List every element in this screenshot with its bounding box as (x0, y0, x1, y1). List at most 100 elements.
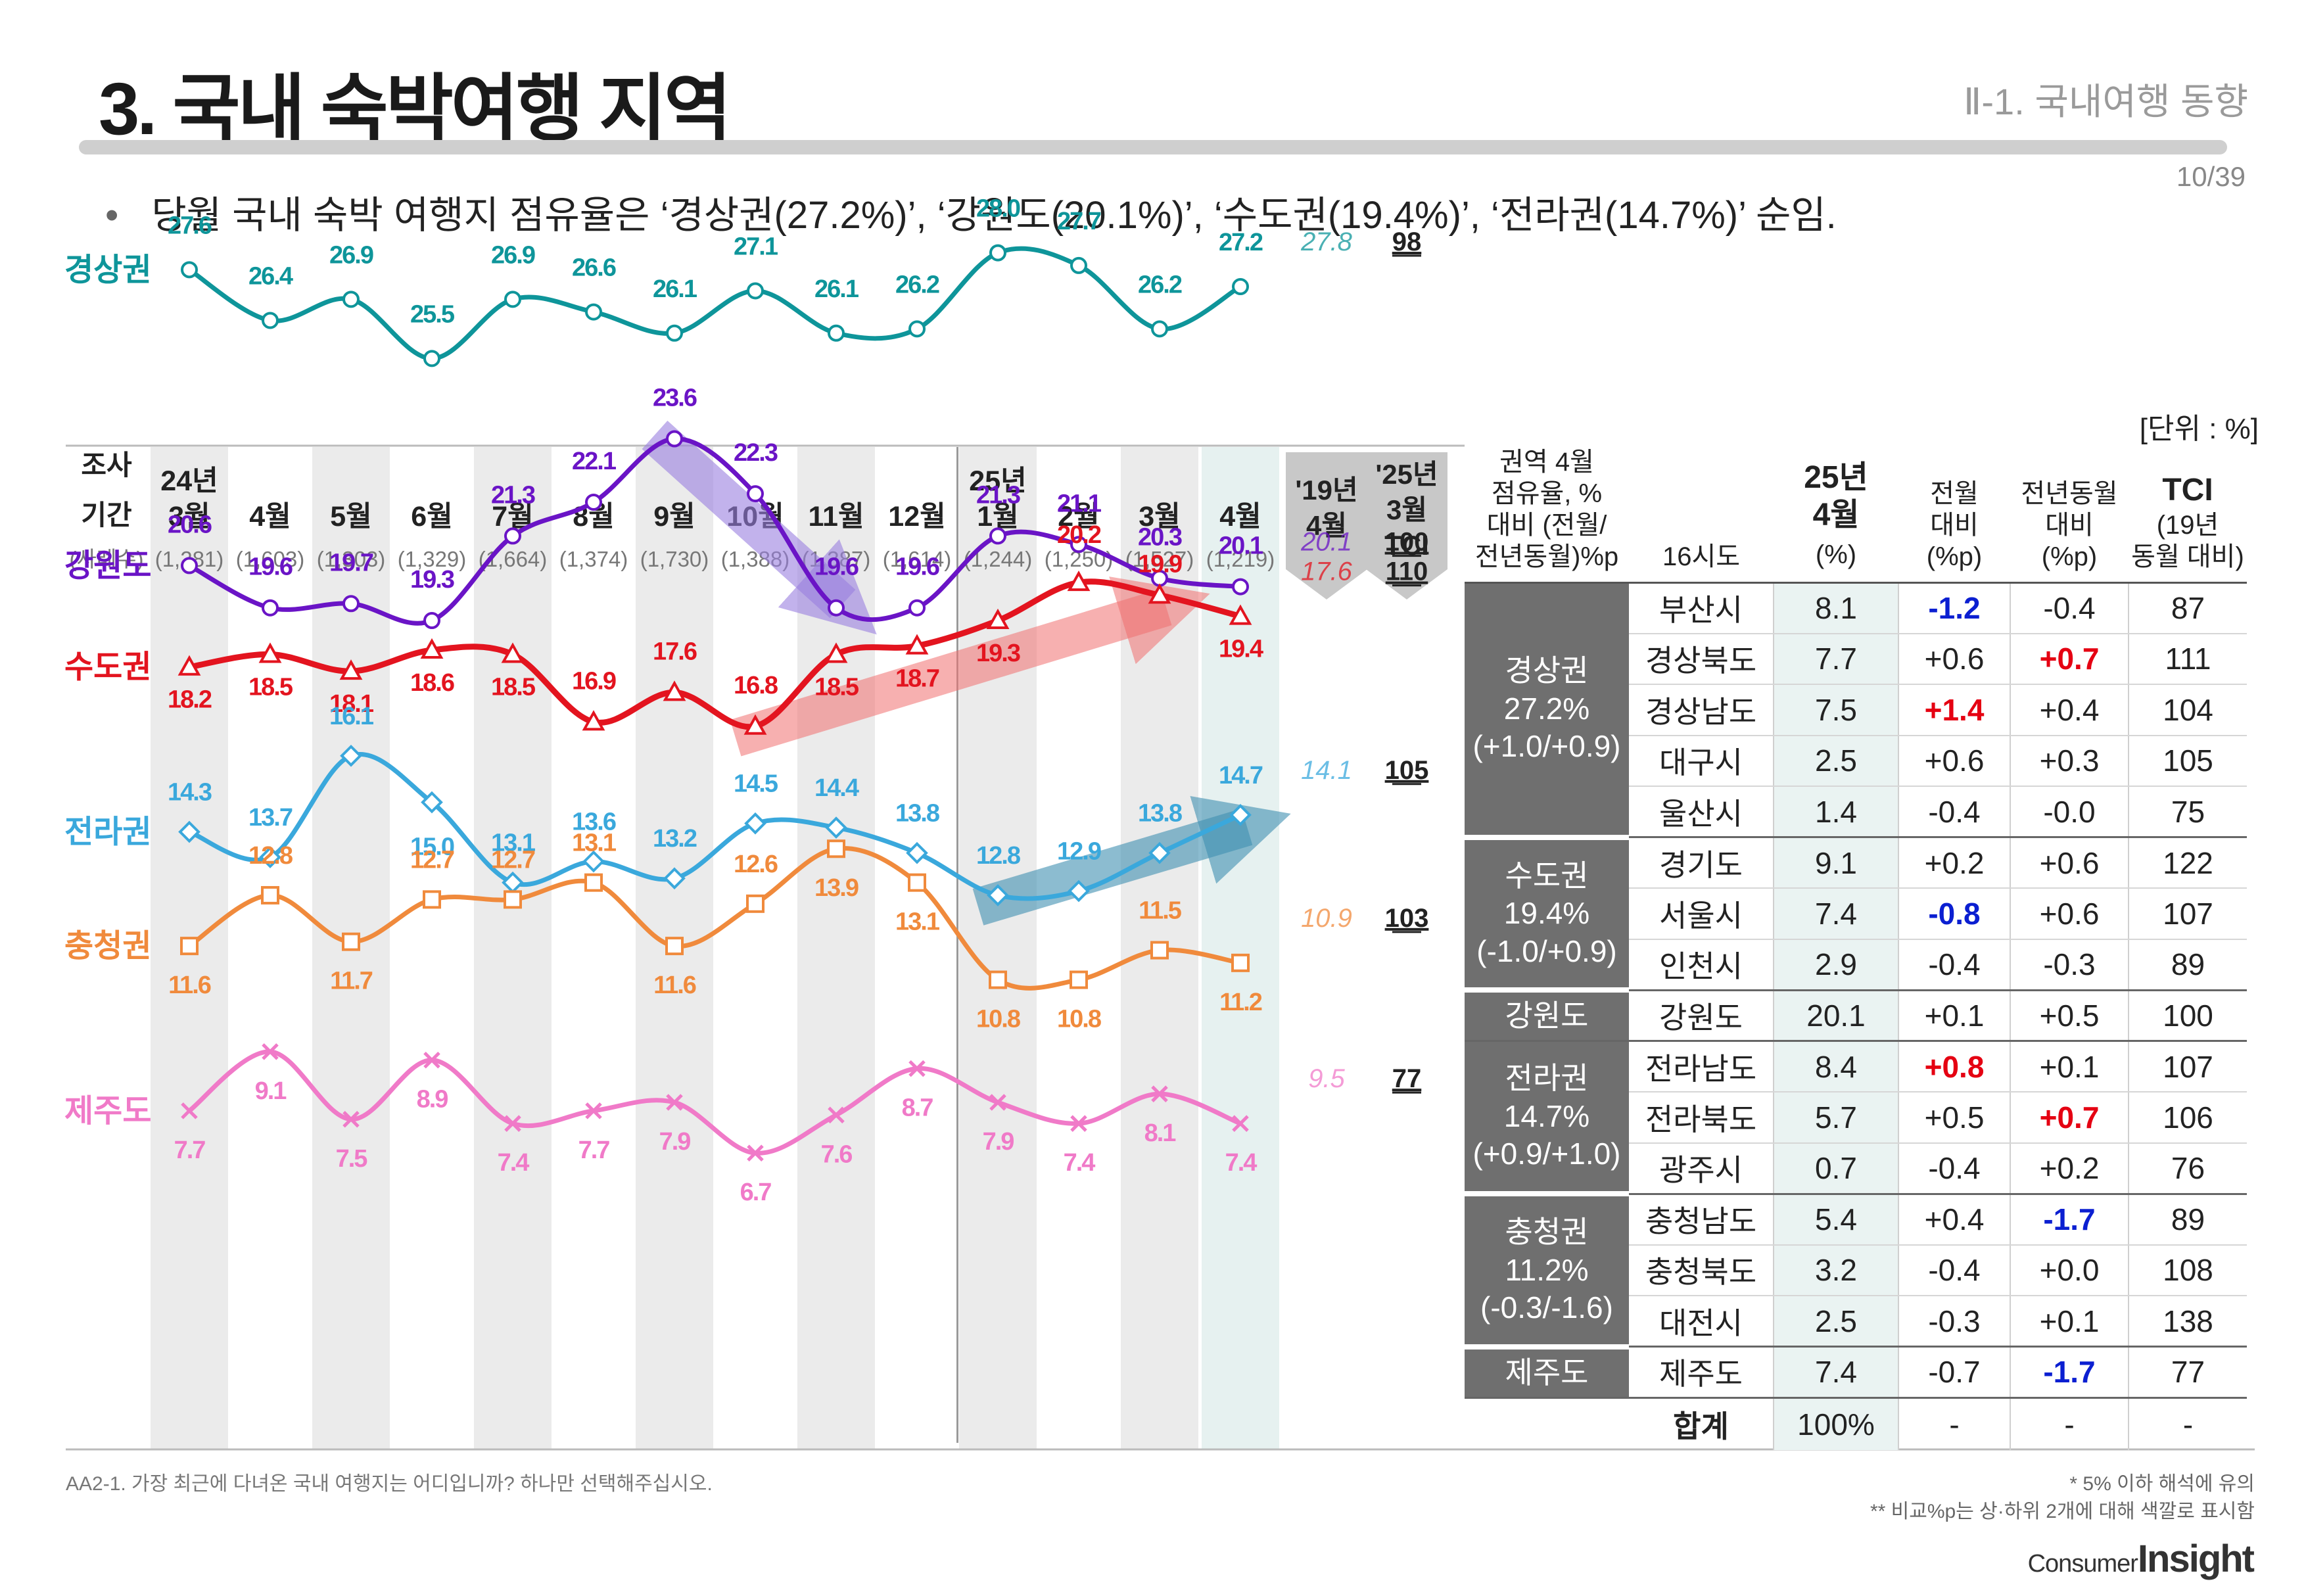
th-city: 16시도 (1629, 446, 1774, 584)
legend-강원도: 강원도 (64, 548, 151, 583)
data-label-제주도: 7.9 (659, 1128, 691, 1156)
cell-yoy: +0.3 (2010, 735, 2129, 787)
cell-share: 9.1 (1773, 837, 1898, 889)
point-수도권 (339, 659, 363, 680)
period-month: 6월 (411, 501, 452, 532)
data-label-경상권: 26.9 (491, 241, 535, 269)
cell-city: 대전시 (1629, 1296, 1774, 1348)
cell-mom: +0.5 (1898, 1092, 2010, 1144)
data-label-제주도: 7.4 (1225, 1149, 1258, 1177)
point-제주도 (908, 1060, 926, 1077)
point-전라권 (744, 812, 766, 835)
cell-tci: 100 (2128, 990, 2247, 1042)
point-제주도 (1151, 1085, 1168, 1102)
point-충청권 (261, 885, 279, 904)
table-row: 경상권 27.2% (+1.0/+0.9) 부산시 8.1 -1.2 -0.4 87 (1465, 582, 2247, 840)
data-label-전라권: 13.6 (572, 809, 616, 836)
data-label-전라권: 15.0 (410, 833, 454, 861)
table-row: 경상남도 7.5 +1.4 +0.4 104 (1465, 684, 2247, 736)
point-수도권 (420, 638, 444, 659)
point-제주도 (585, 1102, 602, 1119)
cell-tci: 89 (2128, 1194, 2247, 1246)
data-label-제주도: 7.6 (821, 1140, 853, 1168)
point-강원도 (908, 599, 926, 617)
point-강원도 (181, 557, 198, 575)
cell-yoy: +0.1 (2010, 1041, 2129, 1092)
cell-yoy: -1.7 (2010, 1346, 2129, 1399)
cell-share: 2.5 (1773, 1296, 1898, 1348)
total-blank (1465, 1397, 1629, 1450)
point-수도권 (1148, 583, 1171, 604)
point-강원도 (828, 599, 845, 617)
data-label-전라권: 12.9 (1057, 838, 1101, 866)
cell-yoy: -0.3 (2010, 939, 2129, 991)
period-sample-size: (1,374) (559, 547, 628, 571)
header-period: 기간 (81, 500, 131, 530)
data-label-수도권: 18.2 (168, 686, 212, 714)
data-label-수도권: 20.2 (1057, 521, 1101, 549)
data-label-충청권: 11.5 (1139, 897, 1182, 925)
data-label-전라권: 13.2 (653, 825, 697, 853)
trend-arrow-수도권 (730, 576, 1210, 757)
point-경상권 (908, 320, 926, 338)
data-label-경상권: 26.1 (653, 275, 697, 303)
point-충청권 (908, 873, 926, 892)
point-전라권 (987, 884, 1009, 906)
cell-yoy: +0.6 (2010, 888, 2129, 940)
unit-label: [단위 : %] (2139, 413, 2259, 445)
cell-city: 울산시 (1629, 786, 1774, 838)
point-수도권 (905, 634, 929, 655)
cell-tci: 76 (2128, 1142, 2247, 1195)
cell-tci: 104 (2128, 684, 2247, 736)
cell-city: 경상북도 (1629, 633, 1774, 685)
point-수도권 (501, 642, 525, 663)
period-year: 24년 (160, 465, 218, 497)
data-label-충청권: 11.2 (1219, 989, 1262, 1016)
th-yoy: 전년동월 대비 (%p) (2010, 446, 2129, 584)
cell-mom: -1.2 (1898, 582, 2010, 634)
data-label-충청권: 11.6 (653, 972, 696, 999)
data-label-전라권: 14.3 (168, 779, 212, 807)
data-label-수도권: 17.6 (653, 638, 697, 665)
data-label-전라권: 14.4 (814, 774, 859, 802)
data-label-제주도: 7.5 (336, 1145, 368, 1173)
point-제주도 (504, 1115, 521, 1132)
prev-month-header: 4월 (1306, 510, 1347, 541)
table-row: 서울시 7.4 -0.8 +0.6 107 (1465, 888, 2247, 940)
point-경상권 (747, 282, 764, 300)
period-month: 5월 (330, 501, 371, 532)
tci-value-제주도: 77 (1392, 1064, 1422, 1093)
period-month: 2월 (1058, 501, 1099, 532)
cell-tci: 89 (2128, 939, 2247, 991)
cell-share: 7.7 (1773, 633, 1898, 685)
data-label-경상권: 26.9 (329, 241, 373, 269)
point-강원도 (1232, 578, 1249, 596)
prev-year-value-충청권: 10.9 (1301, 904, 1352, 933)
point-전라권 (1229, 803, 1252, 826)
prev-year-header: '19년 (1295, 475, 1357, 505)
point-충청권 (342, 932, 360, 951)
point-전라권 (1148, 841, 1171, 864)
cell-mom: -0.4 (1898, 1142, 2010, 1195)
th-tci: TCI (19년 동월 대비) (2129, 446, 2247, 584)
data-label-강원도: 22.1 (572, 448, 617, 475)
table-row: 대전시 2.5 -0.3 +0.1 138 (1465, 1296, 2247, 1348)
period-sample-size: (1,219) (1206, 547, 1275, 571)
cell-city: 부산시 (1629, 582, 1774, 634)
data-label-수도권: 19.9 (1138, 550, 1182, 578)
data-label-제주도: 7.7 (578, 1137, 610, 1164)
table-row: 제주도 제주도 7.4 -0.7 -1.7 77 (1465, 1346, 2247, 1399)
cell-city: 경기도 (1629, 837, 1774, 889)
point-제주도 (989, 1094, 1006, 1111)
cell-share: 0.7 (1773, 1142, 1898, 1195)
tci-value-전라권: 105 (1385, 756, 1429, 785)
cell-yoy: +0.1 (2010, 1296, 2129, 1348)
period-month: 1월 (977, 501, 1018, 532)
data-label-제주도: 8.9 (417, 1086, 448, 1114)
cell-yoy: -0.0 (2010, 786, 2129, 838)
cell-share: 7.4 (1773, 888, 1898, 940)
data-label-경상권: 27.7 (1057, 208, 1101, 235)
data-label-전라권: 14.7 (1219, 762, 1263, 789)
point-경상권 (666, 324, 683, 342)
